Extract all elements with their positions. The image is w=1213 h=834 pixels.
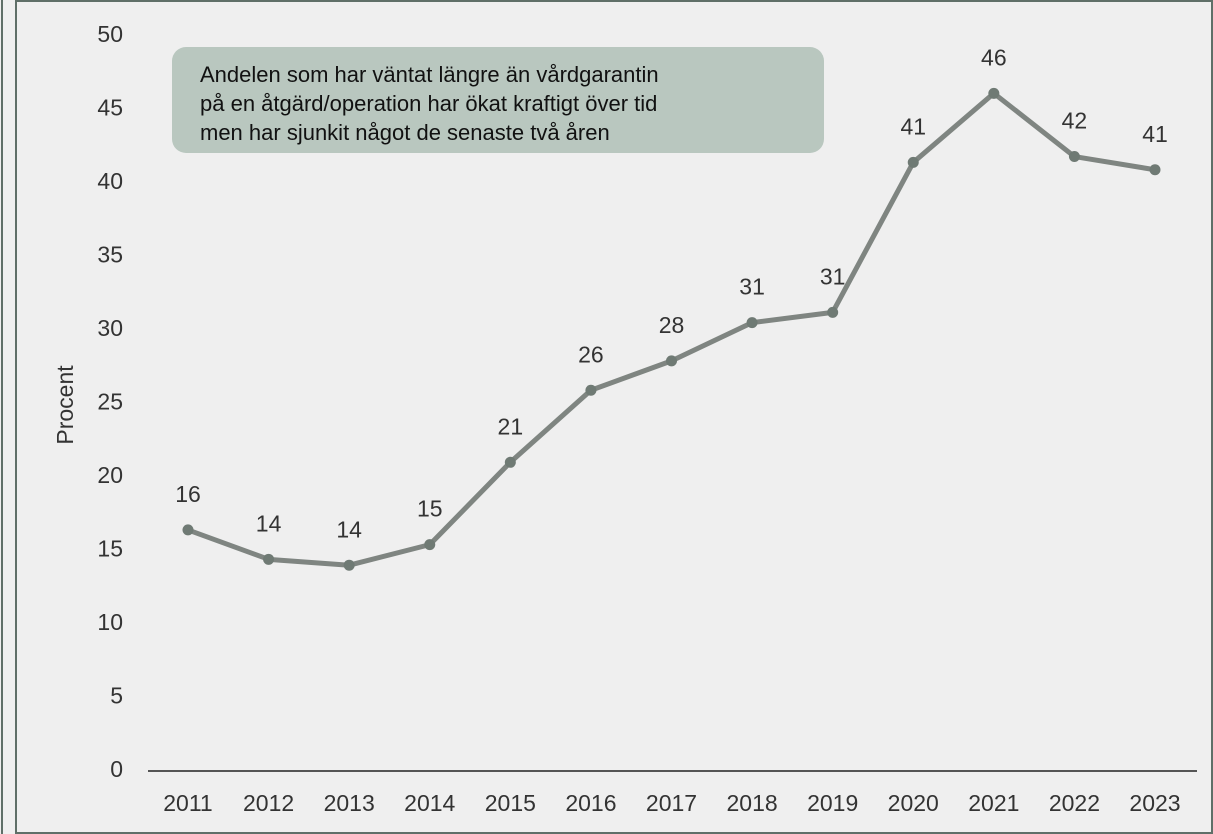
data-label: 14: [256, 510, 282, 536]
x-tick-label: 2023: [1129, 790, 1180, 816]
y-axis-label: Procent: [52, 365, 78, 445]
y-tick-label: 25: [97, 389, 123, 415]
y-tick-label: 45: [97, 95, 123, 121]
x-tick-label: 2017: [646, 790, 697, 816]
x-tick-label: 2019: [807, 790, 858, 816]
data-point: [1068, 151, 1080, 163]
y-tick-label: 20: [97, 462, 123, 488]
x-tick-label: 2021: [968, 790, 1019, 816]
x-tick-label: 2012: [243, 790, 294, 816]
y-tick-label: 30: [97, 315, 123, 341]
data-label: 41: [900, 113, 926, 139]
y-tick-label: 35: [97, 242, 123, 268]
data-point: [343, 559, 355, 571]
frame: [15, 0, 1213, 834]
x-tick-label: 2014: [404, 790, 455, 816]
data-point: [263, 553, 275, 565]
data-point: [424, 539, 436, 551]
y-tick-label: 50: [97, 21, 123, 47]
data-point: [182, 524, 194, 536]
data-label: 14: [336, 516, 362, 542]
x-tick-label: 2022: [1049, 790, 1100, 816]
data-point: [504, 456, 516, 468]
data-label: 31: [739, 274, 765, 300]
y-tick-label: 15: [97, 536, 123, 562]
data-point: [585, 384, 597, 396]
annotation: på en åtgärd/operation har ökat kraftigt…: [200, 91, 657, 116]
data-label: 46: [981, 44, 1007, 70]
data-point: [988, 87, 1000, 99]
data-label: 42: [1062, 108, 1088, 134]
data-point: [746, 317, 758, 329]
data-label: 28: [659, 312, 685, 338]
data-point: [827, 306, 839, 318]
data-label: 15: [417, 496, 443, 522]
y-tick-label: 0: [110, 756, 123, 782]
data-point: [1149, 164, 1161, 176]
x-tick-label: 2011: [163, 790, 212, 816]
y-tick-label: 5: [110, 683, 123, 709]
y-tick-label: 10: [97, 609, 123, 635]
data-label: 41: [1142, 121, 1168, 147]
data-label: 31: [820, 263, 846, 289]
x-tick-label: 2018: [726, 790, 777, 816]
annotation: men har sjunkit något de senaste två åre…: [200, 120, 610, 145]
data-label: 21: [498, 413, 524, 439]
x-tick-label: 2015: [485, 790, 536, 816]
data-point: [907, 156, 919, 168]
y-tick-label: 40: [97, 168, 123, 194]
data-point: [666, 355, 677, 367]
x-tick-label: 2016: [565, 790, 616, 816]
x-tick-label: 2020: [888, 790, 939, 816]
data-label: 16: [175, 481, 201, 507]
data-label: 26: [578, 341, 604, 367]
annotation-box: [172, 47, 824, 153]
x-tick-label: 2013: [324, 790, 375, 816]
annotation: Andelen som har väntat längre än vårdgar…: [200, 62, 659, 87]
